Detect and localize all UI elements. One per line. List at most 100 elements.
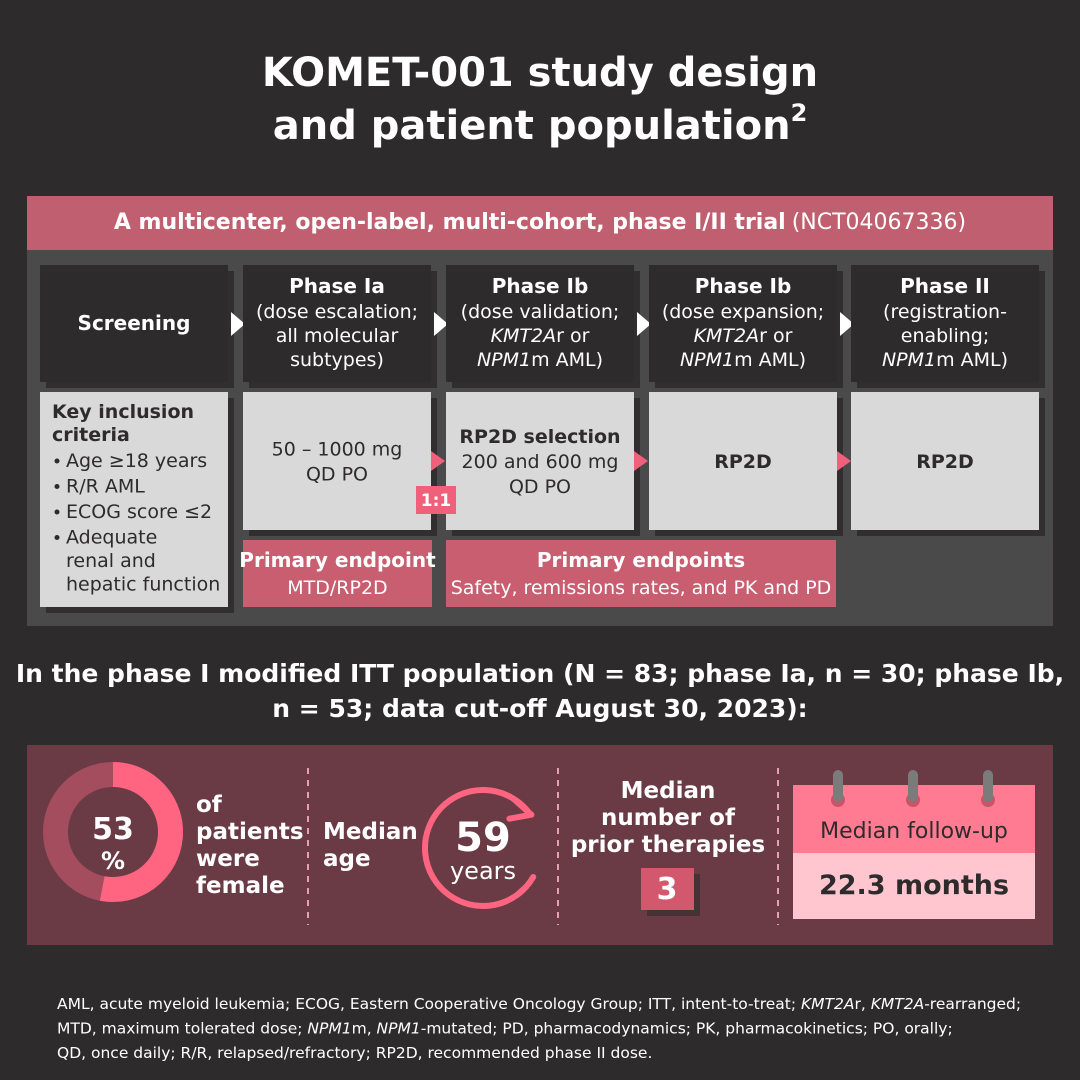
endpoint-title: Primary endpoint	[239, 548, 436, 572]
dose-text: RP2D selection	[459, 426, 620, 448]
phase-name: Phase Ia	[289, 274, 385, 298]
dose-text-part: RP2D	[714, 451, 772, 473]
phase-desc-part: (dose validation;	[461, 301, 620, 323]
dose-arrow	[634, 451, 648, 471]
inclusion-item-part: hepatic function	[66, 573, 220, 595]
endpoint-box	[243, 540, 432, 607]
therapies-value-part: 3	[657, 872, 678, 907]
dose-text-part: RP2D selection	[459, 426, 620, 448]
inclusion-item-part: ECOG score ≤2	[66, 501, 212, 523]
footnote: AML, acute myeloid leukemia; ECOG, Easte…	[57, 995, 1021, 1013]
population-text-part: In the phase I modified ITT population (…	[16, 659, 1064, 688]
population-text-part: n = 53; data cut-off August 30, 2023):	[272, 694, 807, 723]
age-ring	[422, 787, 537, 909]
footnote-part: -mutated; PD, pharmacodynamics; PK, phar…	[421, 1019, 953, 1037]
dose-arrow	[837, 451, 851, 471]
phase-desc-part: (dose escalation;	[256, 301, 418, 323]
phase-desc: subtypes)	[290, 349, 384, 371]
bullet	[54, 484, 60, 489]
age-label-part: age	[323, 846, 371, 872]
title-part: and patient population	[273, 103, 791, 149]
dose-box	[851, 392, 1039, 530]
endpoint-title-part: Primary endpoint	[239, 548, 436, 572]
phase-name: Screening	[78, 311, 191, 335]
female-percent: 53	[92, 812, 134, 847]
endpoint-text: Safety, remissions rates, and PK and PD	[451, 577, 832, 599]
phase-box	[243, 265, 431, 382]
phase-desc: (registration-	[883, 301, 1007, 323]
therapies-value: 3	[657, 872, 678, 907]
therapies-label: prior therapies	[571, 832, 765, 858]
female-percent-part: 53	[92, 812, 134, 847]
therapies-label: number of	[601, 805, 736, 831]
followup-value: 22.3 months	[819, 870, 1009, 901]
ratio-badge	[416, 486, 456, 514]
flow-arrow	[231, 312, 245, 336]
phase-desc-part: (registration-	[883, 301, 1007, 323]
calendar-bottom	[793, 853, 1035, 919]
phase-name: Phase Ib	[695, 274, 792, 298]
dose-text-part: QD PO	[509, 476, 571, 498]
footnote-part: MTD, maximum tolerated dose;	[57, 1019, 307, 1037]
phase-desc-part: enabling;	[901, 325, 990, 347]
female-label-part: of	[196, 792, 223, 818]
endpoint-text-part: MTD/RP2D	[287, 577, 387, 599]
phase-desc-part: KMT2A	[694, 325, 760, 347]
ratio-label: 1:1	[421, 491, 451, 511]
phase-name-part: Phase Ib	[492, 274, 589, 298]
phase-desc-part: NPM1	[882, 349, 936, 371]
endpoint-text: MTD/RP2D	[287, 577, 387, 599]
ratio-label-part: 1:1	[421, 491, 451, 511]
phase-box	[40, 265, 228, 382]
age-unit: years	[450, 857, 516, 885]
female-label: patients	[196, 819, 304, 845]
age-tick	[515, 883, 530, 897]
phase-desc: (dose validation;	[461, 301, 620, 323]
inclusion-item-part: Adequate	[66, 526, 157, 548]
followup-value-part: 22.3 months	[819, 870, 1009, 901]
footnote-part: -rearranged;	[924, 995, 1021, 1013]
age-value-part: 59	[455, 815, 511, 861]
phase-desc-part: NPM1	[477, 349, 531, 371]
dose-text-part: 200 and 600 mg	[462, 451, 619, 473]
phase-desc-part: m AML)	[531, 349, 603, 371]
inclusion-title: criteria	[52, 424, 130, 446]
phase-name-part: Screening	[78, 311, 191, 335]
female-label-part: female	[196, 873, 285, 899]
therapies-label: Median	[621, 778, 716, 804]
footnote-part: NPM1	[377, 1019, 421, 1037]
phase-desc: KMT2Ar or	[491, 325, 590, 347]
dose-text: 50 – 1000 mg	[272, 438, 403, 460]
dose-text: 200 and 600 mg	[462, 451, 619, 473]
phase-desc: KMT2Ar or	[694, 325, 793, 347]
age-label: Median	[323, 819, 418, 845]
phase-name: Phase Ib	[492, 274, 589, 298]
phase-box	[649, 265, 837, 382]
female-label-part: patients	[196, 819, 304, 845]
inclusion-title-part: Key inclusion	[52, 401, 194, 423]
therapies-label-part: number of	[601, 805, 736, 831]
phase-desc-part: r or	[759, 325, 792, 347]
phase-desc: NPM1m AML)	[882, 349, 1008, 371]
bullet	[54, 509, 60, 515]
phase-name: Phase II	[900, 274, 990, 298]
age-arrowhead	[506, 795, 535, 822]
footnote-part: m,	[352, 1019, 377, 1037]
calendar-ring	[833, 770, 843, 802]
therapies-label-part: prior therapies	[571, 832, 765, 858]
phase-desc-part: m AML)	[734, 349, 806, 371]
flow-arrow	[637, 312, 651, 336]
inclusion-item: Adequate	[66, 526, 157, 548]
inclusion-title: Key inclusion	[52, 401, 194, 423]
endpoint-title: Primary endpoints	[537, 548, 745, 572]
inclusion-item: renal and	[66, 550, 156, 572]
followup-label: Median follow-up	[820, 819, 1008, 844]
footnote-part: KMT2A	[871, 995, 924, 1013]
female-unit: %	[101, 847, 125, 875]
donut-arc	[99, 762, 183, 902]
dose-text: QD PO	[509, 476, 571, 498]
dose-text-part: RP2D	[916, 451, 974, 473]
therapies-box	[641, 868, 694, 910]
calendar-ring	[908, 770, 918, 802]
